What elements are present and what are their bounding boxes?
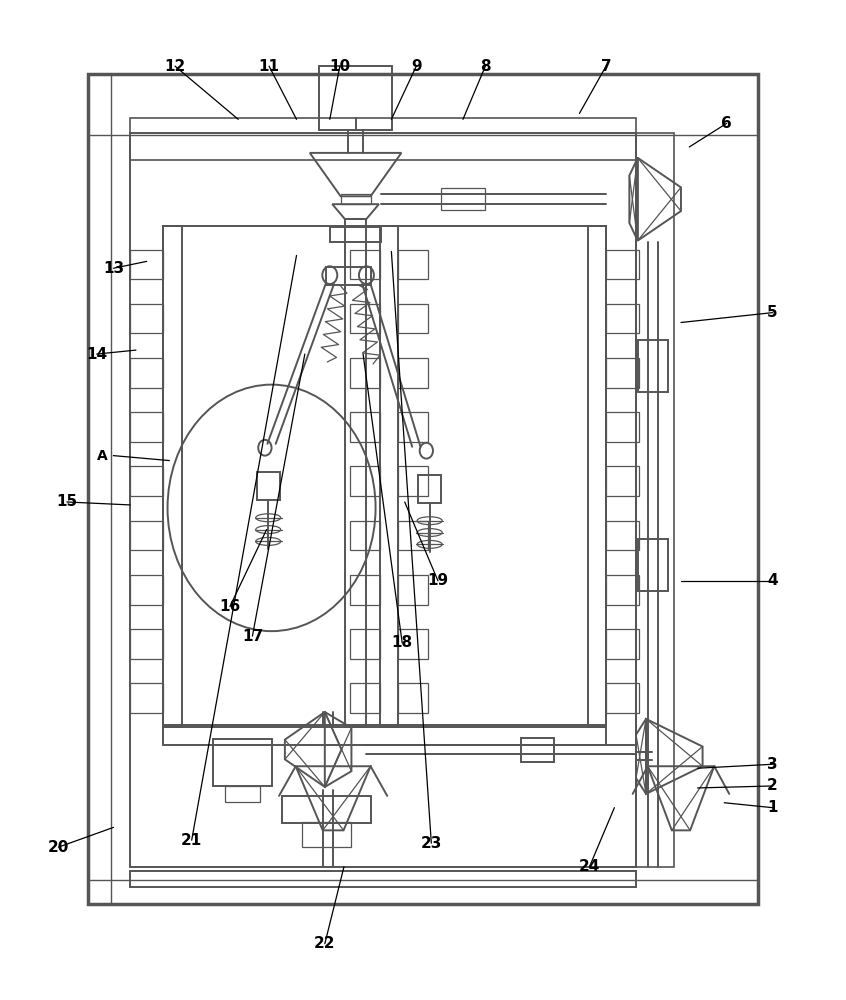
Bar: [398, 358, 428, 388]
Text: 21: 21: [181, 833, 202, 848]
Bar: [398, 466, 428, 496]
Bar: [398, 629, 428, 659]
Bar: [163, 226, 182, 727]
Bar: [349, 250, 380, 279]
Bar: [130, 412, 163, 442]
Text: 6: 6: [722, 116, 732, 131]
Text: 13: 13: [103, 261, 124, 276]
Text: 1: 1: [767, 800, 777, 815]
Bar: [302, 822, 350, 847]
Text: 20: 20: [48, 840, 69, 855]
Bar: [130, 871, 636, 887]
Text: 9: 9: [411, 59, 421, 74]
Text: 12: 12: [164, 59, 185, 74]
Bar: [89, 74, 757, 904]
Bar: [398, 683, 428, 713]
Bar: [349, 466, 380, 496]
Bar: [130, 133, 636, 867]
Text: 14: 14: [86, 347, 107, 362]
Bar: [606, 575, 640, 605]
Text: 11: 11: [259, 59, 279, 74]
Bar: [345, 219, 366, 727]
Bar: [398, 304, 428, 333]
Bar: [130, 358, 163, 388]
Bar: [521, 738, 554, 762]
Bar: [398, 521, 428, 550]
Bar: [130, 250, 163, 279]
Text: 23: 23: [420, 836, 442, 851]
Bar: [418, 475, 442, 503]
Bar: [282, 796, 371, 823]
Text: 22: 22: [314, 936, 336, 951]
Bar: [330, 227, 382, 242]
Text: 4: 4: [767, 573, 777, 588]
Bar: [130, 521, 163, 550]
Bar: [163, 226, 606, 727]
Bar: [398, 575, 428, 605]
Bar: [130, 683, 163, 713]
Text: 10: 10: [329, 59, 350, 74]
Bar: [213, 739, 272, 786]
Bar: [130, 575, 163, 605]
Bar: [606, 304, 640, 333]
Text: 5: 5: [767, 305, 777, 320]
Bar: [349, 358, 380, 388]
Bar: [225, 786, 260, 802]
Bar: [588, 226, 606, 727]
Bar: [319, 66, 393, 130]
Bar: [638, 539, 667, 591]
Bar: [349, 575, 380, 605]
Bar: [349, 412, 380, 442]
Bar: [606, 358, 640, 388]
Text: 8: 8: [480, 59, 491, 74]
Text: 15: 15: [57, 494, 78, 509]
Text: 17: 17: [242, 629, 263, 644]
Bar: [130, 118, 636, 160]
Bar: [256, 472, 280, 500]
Bar: [349, 629, 380, 659]
Bar: [341, 194, 371, 204]
Bar: [606, 629, 640, 659]
Bar: [163, 725, 606, 745]
Text: 24: 24: [579, 859, 600, 874]
Text: A: A: [97, 449, 108, 463]
Text: 3: 3: [767, 757, 777, 772]
Bar: [606, 521, 640, 550]
Bar: [636, 133, 674, 867]
Bar: [442, 188, 485, 210]
Text: 18: 18: [392, 635, 413, 650]
Bar: [326, 267, 371, 285]
Bar: [638, 340, 667, 392]
Bar: [606, 412, 640, 442]
Bar: [380, 226, 398, 727]
Text: 16: 16: [219, 599, 240, 614]
Text: 7: 7: [601, 59, 612, 74]
Bar: [130, 304, 163, 333]
Bar: [349, 683, 380, 713]
Text: 2: 2: [767, 778, 777, 793]
Bar: [606, 250, 640, 279]
Bar: [606, 683, 640, 713]
Bar: [606, 466, 640, 496]
Text: 19: 19: [427, 573, 448, 588]
Bar: [398, 250, 428, 279]
Bar: [130, 466, 163, 496]
Bar: [349, 304, 380, 333]
Bar: [349, 521, 380, 550]
Bar: [398, 412, 428, 442]
Bar: [130, 629, 163, 659]
